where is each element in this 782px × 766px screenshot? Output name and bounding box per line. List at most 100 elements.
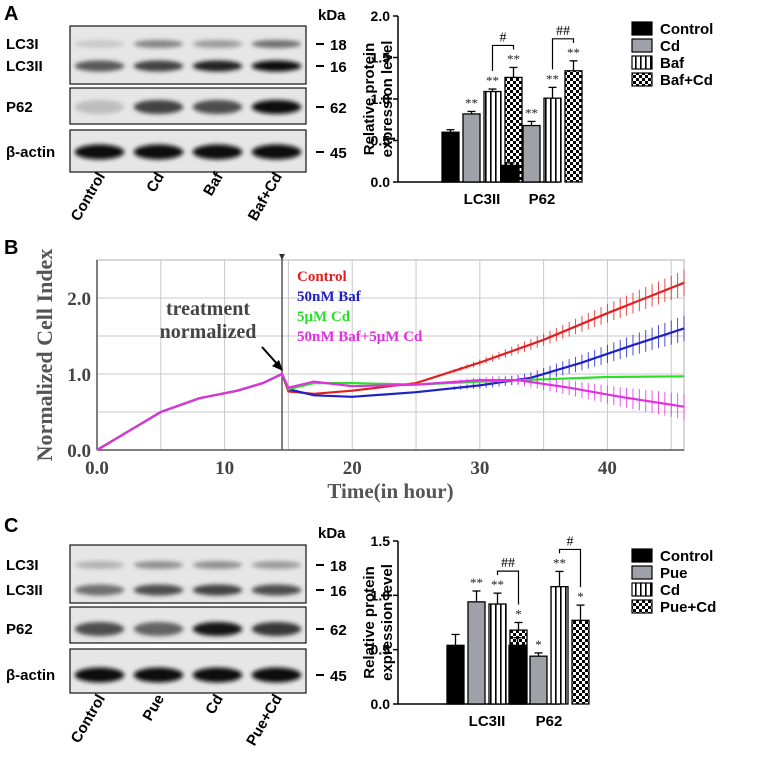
blot-band [192, 584, 243, 596]
significance-bracket [496, 570, 520, 605]
bracket-label: # [500, 30, 507, 45]
bar [543, 97, 562, 183]
blot-band [251, 561, 302, 569]
western-blot-a: LC3I LC3II P62 β-actin kDa 18 16 62 45 Control Cd B… [6, 7, 347, 224]
bar [488, 603, 507, 705]
legend-swatch [631, 38, 653, 53]
lane-label: Baf [200, 169, 227, 199]
significance-mark: ** [525, 105, 538, 120]
blot-band [251, 622, 302, 636]
blot-band [133, 584, 184, 596]
blot-band [74, 561, 125, 569]
protein-label: β-actin [6, 144, 55, 161]
y-tick-label: 1.0 [371, 587, 391, 603]
significance-mark: ** [546, 71, 559, 86]
western-blot-c: LC3I LC3II P62 β-actin kDa 18 16 62 45 Control Pue… [6, 525, 347, 749]
marker-label: 45 [330, 145, 347, 162]
blot-band [251, 667, 302, 683]
y-tick-label: 2.0 [371, 8, 391, 24]
bar [467, 601, 486, 705]
blot-band [74, 144, 125, 160]
y-tick-label: 0.5 [371, 642, 391, 658]
blot-band [133, 144, 184, 160]
category-label: LC3II [464, 191, 501, 208]
kda-label: kDa [318, 7, 346, 24]
marker-label: 16 [330, 583, 347, 600]
blot-band [192, 100, 243, 114]
legend-label: Pue [660, 565, 688, 582]
blot-band [192, 60, 243, 72]
y-tick-label: 0.0 [67, 441, 91, 462]
legend-label: Baf [660, 55, 685, 72]
marker-label: 16 [330, 59, 347, 76]
bar [501, 164, 520, 183]
significance-bracket [558, 548, 582, 588]
significance-mark: ** [491, 577, 504, 592]
bracket-label: ## [501, 556, 515, 571]
bar [522, 124, 541, 183]
x-tick-label: 0.0 [85, 458, 109, 479]
blot-band [192, 40, 243, 48]
significance-mark: * [515, 607, 522, 622]
protein-label: LC3II [6, 58, 43, 75]
y-tick-label: 1.0 [371, 91, 391, 107]
bar-chart-a: 0.0 0.5 1.0 1.5 2.0 Relative protein expressio… [361, 8, 713, 208]
normalization-marker [279, 254, 286, 260]
blot-band [74, 584, 125, 596]
legend-label: Control [660, 548, 713, 565]
blot-band [251, 100, 302, 114]
category-label: P62 [529, 191, 556, 208]
bar [441, 131, 460, 183]
y-axis-label: Normalized Cell Index [32, 249, 57, 462]
lane-label: Control [68, 692, 109, 747]
lane-label: Cd [202, 692, 227, 718]
annotation-text: normalized [160, 321, 257, 343]
blot-band [74, 667, 125, 683]
significance-mark: ** [567, 45, 580, 60]
x-tick-label: 30 [470, 458, 489, 479]
legend-swatch [631, 565, 653, 580]
legend-label: Pue+Cd [660, 599, 716, 616]
legend-swatch [631, 548, 653, 563]
legend-label: Cd [660, 582, 680, 599]
bar [550, 585, 569, 705]
blot-band [133, 622, 184, 636]
bracket-label: ## [556, 24, 570, 39]
blot-band [74, 60, 125, 72]
legend-label: Control [660, 21, 713, 38]
y-tick-label: 0.0 [371, 174, 391, 190]
blot-band [251, 584, 302, 596]
lane-label: Baf+Cd [245, 170, 286, 224]
lane-label: Pue+Cd [243, 692, 286, 749]
bar-chart-c: 0.0 0.5 1.0 1.5 Relative protein expression l… [361, 533, 716, 730]
blot-band [251, 40, 302, 48]
legend-label: Cd [660, 38, 680, 55]
bar [571, 619, 590, 705]
bar [508, 644, 527, 705]
panel-label-b: B [4, 237, 18, 259]
series-3 [96, 372, 685, 451]
y-tick-label: 1.0 [67, 365, 91, 386]
significance-mark: ** [470, 575, 483, 590]
lane-label: Cd [143, 170, 168, 196]
arrow-head-icon [272, 360, 283, 371]
blot-band [133, 60, 184, 72]
bar [564, 70, 583, 183]
lane-label: Control [68, 170, 109, 225]
annotation-text: treatment [166, 298, 250, 320]
bar [529, 655, 548, 705]
y-tick-label: 0.0 [371, 696, 391, 712]
series-1 [96, 315, 685, 451]
category-label: P62 [536, 713, 563, 730]
legend-label: Baf+Cd [660, 72, 713, 89]
blot-band [133, 561, 184, 569]
significance-mark: ** [507, 51, 520, 66]
x-tick-label: 10 [215, 458, 234, 479]
significance-bracket [491, 44, 515, 72]
line-chart-b: 0.0 1.0 2.0 0.0 10 20 30 40 Time(in hour) Normali… [32, 249, 685, 503]
blot-band [192, 622, 243, 636]
marker-label: 62 [330, 622, 347, 639]
blot-band [133, 667, 184, 683]
y-tick-label: 2.0 [67, 289, 91, 310]
